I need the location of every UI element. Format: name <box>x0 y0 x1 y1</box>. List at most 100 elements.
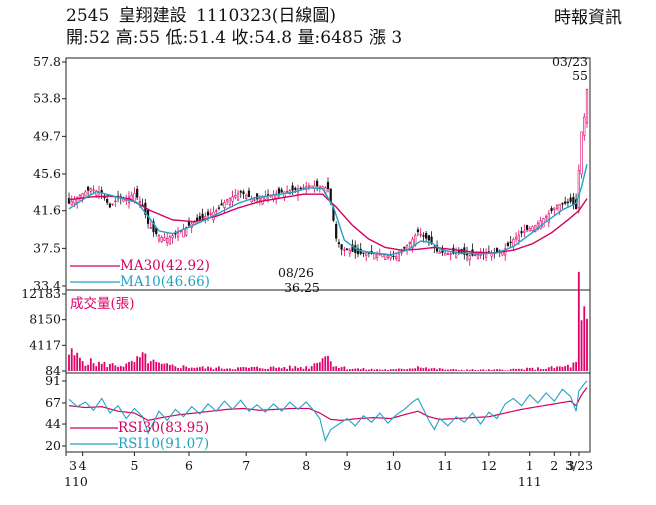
volume-bar <box>318 362 321 371</box>
candle-body <box>206 211 210 216</box>
candle-body <box>378 254 381 256</box>
rsi10-line <box>68 380 588 443</box>
volume-bar <box>100 363 103 371</box>
candle-body <box>375 253 379 258</box>
price-tick-label: 33.4 <box>33 278 61 293</box>
stock-name: 皇翔建設 <box>118 6 187 26</box>
volume-bar <box>261 368 264 371</box>
source-label: 時報資訊 <box>554 8 622 28</box>
volume-bar <box>340 367 343 371</box>
candle-body <box>86 186 90 191</box>
volume-bar <box>130 360 133 371</box>
volume-bar <box>133 362 136 371</box>
volume-bar <box>493 369 496 371</box>
low-value-label: 36.25 <box>284 280 320 295</box>
volume-bar <box>288 365 291 371</box>
candle-body <box>299 187 302 190</box>
volume-bar <box>477 370 479 371</box>
volume-bar <box>520 368 523 371</box>
low-value: 低:51.4 <box>165 28 227 48</box>
volume-bar <box>324 356 327 371</box>
x-month-label: 3/23 <box>565 458 593 473</box>
volume-bar <box>122 366 125 371</box>
ma10-legend-label: MA10(46.66) <box>120 274 210 290</box>
volume-bar <box>463 370 466 372</box>
volume-bar <box>269 366 272 371</box>
ma30-line <box>68 193 588 254</box>
candle-body <box>201 213 204 219</box>
candle-body <box>555 204 559 209</box>
candle-body <box>411 238 414 249</box>
candle-body <box>430 236 433 245</box>
volume-bar <box>441 368 444 371</box>
candle-body <box>583 116 586 136</box>
x-month-label: 6 <box>185 458 193 473</box>
candle-body <box>234 194 237 198</box>
x-year-label: 111 <box>518 474 542 489</box>
candle-body <box>534 225 537 233</box>
candle-body <box>256 193 259 200</box>
candle-body <box>294 187 297 190</box>
x-month-label: 11 <box>437 458 453 473</box>
volume-value: 量:6485 <box>297 28 364 48</box>
candle-body <box>286 190 289 193</box>
volume-bar <box>403 369 406 371</box>
stock-code: 2545 <box>66 6 110 26</box>
volume-bar <box>376 369 378 371</box>
candle-body <box>70 201 73 206</box>
volume-bar <box>373 369 376 371</box>
candle-body <box>67 198 71 204</box>
candle-body <box>485 253 488 258</box>
candle-body <box>108 203 111 208</box>
volume-bar <box>507 370 509 371</box>
volume-title: 成交量(張) <box>70 295 135 312</box>
volume-bar <box>547 367 550 371</box>
candle-body <box>326 181 330 189</box>
peak-date-label: 03/23 <box>552 54 588 69</box>
volume-bar <box>310 366 313 371</box>
volume-bar <box>411 368 414 371</box>
candle-body <box>130 194 133 200</box>
candle-body <box>580 131 583 175</box>
candle-body <box>545 215 548 219</box>
candle-body <box>160 237 163 243</box>
volume-bar <box>185 366 188 371</box>
volume-bar <box>305 366 308 371</box>
volume-bar <box>430 368 433 371</box>
candle-body <box>198 216 201 220</box>
volume-bar <box>389 369 392 371</box>
ma10-line <box>68 164 588 256</box>
volume-bar <box>70 348 73 371</box>
x-month-label: 3 <box>567 458 575 473</box>
candle-body <box>520 231 523 234</box>
volume-bar <box>553 368 556 371</box>
volume-bar <box>160 363 163 371</box>
volume-bar <box>171 364 174 371</box>
candle-body <box>343 249 346 251</box>
candle-body <box>264 196 267 200</box>
rsi10-legend-label: RSI10(91.07) <box>118 436 209 452</box>
volume-bar <box>343 366 346 371</box>
candle-body <box>558 204 561 212</box>
candle-body <box>449 253 452 255</box>
volume-bar <box>359 369 362 371</box>
volume-bar <box>316 363 318 371</box>
x-month-label: 10 <box>385 458 401 473</box>
candle-body <box>296 188 300 196</box>
candle-body <box>209 213 212 215</box>
volume-bar <box>526 367 528 371</box>
candle-body <box>384 254 387 261</box>
volume-bar <box>381 369 384 371</box>
volume-bar <box>245 367 248 371</box>
candle-body <box>585 89 589 124</box>
volume-bar <box>487 369 490 371</box>
volume-bar <box>114 365 117 371</box>
volume-bar <box>138 357 141 371</box>
volume-bar <box>427 368 430 371</box>
volume-bar <box>256 366 259 371</box>
rsi-tick-label: 20 <box>45 438 61 453</box>
candlestick-series <box>67 88 589 266</box>
x-month-label: 1 <box>526 458 534 473</box>
volume-bar <box>155 361 158 371</box>
